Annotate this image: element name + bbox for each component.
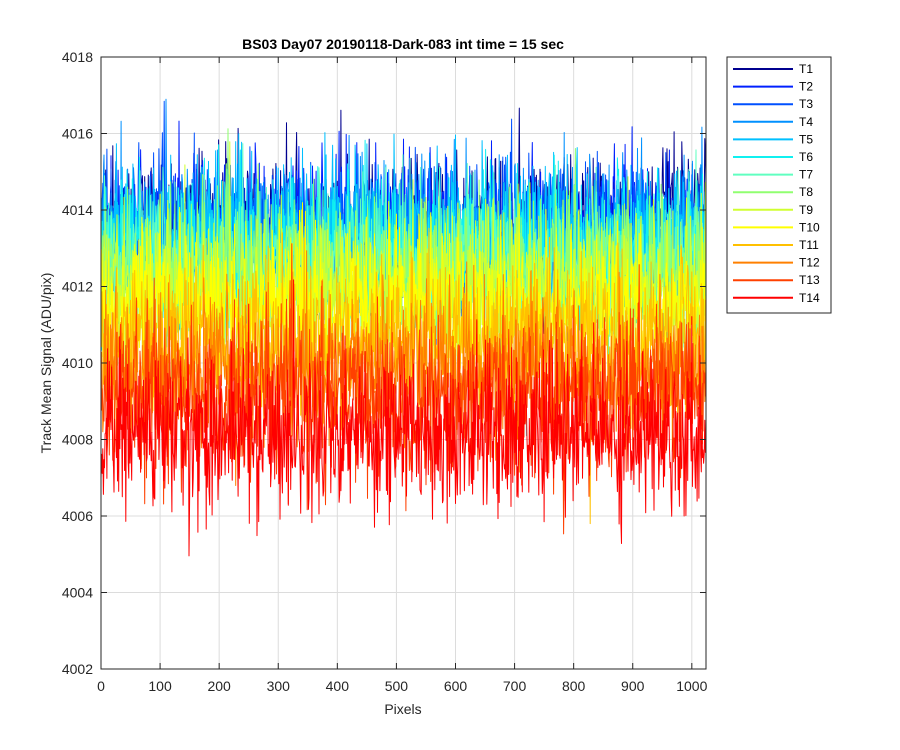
y-tick-label: 4018 [62, 49, 93, 65]
y-tick-label: 4002 [62, 661, 93, 677]
x-tick-label: 1000 [676, 678, 707, 694]
y-tick-label: 4012 [62, 279, 93, 295]
series-line-t14 [101, 279, 706, 557]
legend: T1 T2 T3 T4 T5 T6 T7 T8 T9 T10 T11 T12 T13 T14 [726, 56, 832, 314]
x-tick-label: 100 [148, 678, 172, 694]
y-tick-label: 4014 [62, 202, 93, 218]
x-tick-label: 400 [326, 678, 350, 694]
x-tick-label: 700 [503, 678, 527, 694]
x-tick-label: 200 [207, 678, 231, 694]
y-tick-label: 4008 [62, 432, 93, 448]
legend-label-t11: T11 [799, 238, 819, 252]
legend-label-t8: T8 [799, 185, 813, 199]
legend-box [726, 56, 832, 314]
chart-title: BS03 Day07 20190118-Dark-083 int time = … [242, 36, 564, 52]
series-line-t10 [101, 193, 706, 422]
x-tick-label: 500 [385, 678, 409, 694]
tick-marks [100, 56, 706, 670]
y-tick-labels: 4002 4004 4006 4008 4010 4012 4014 4016 4018 [62, 49, 93, 677]
y-axis-label: Track Mean Signal (ADU/pix) [38, 273, 54, 454]
x-tick-label: 0 [97, 678, 105, 694]
x-tick-label: 800 [562, 678, 586, 694]
legend-label-t2: T2 [799, 80, 813, 94]
legend-label-t9: T9 [799, 203, 813, 217]
legend-label-t10: T10 [799, 220, 820, 234]
x-tick-label: 900 [621, 678, 645, 694]
y-tick-label: 4016 [62, 126, 93, 142]
x-tick-label: 300 [267, 678, 291, 694]
series-layer [101, 98, 706, 557]
x-tick-labels: 0 100 200 300 400 500 600 700 800 900 1000 [97, 678, 707, 694]
legend-label-t5: T5 [799, 132, 813, 146]
x-tick-label: 600 [444, 678, 468, 694]
legend-label-t13: T13 [799, 273, 820, 287]
y-tick-label: 4004 [62, 585, 93, 601]
legend-label-t3: T3 [799, 97, 813, 111]
legend-label-t6: T6 [799, 150, 813, 164]
y-tick-label: 4010 [62, 355, 93, 371]
y-tick-label: 4006 [62, 508, 93, 524]
x-axis-label: Pixels [384, 701, 421, 717]
legend-label-t12: T12 [799, 256, 820, 270]
legend-label-t4: T4 [799, 115, 813, 129]
legend-label-t14: T14 [799, 291, 820, 305]
legend-label-t7: T7 [799, 168, 813, 182]
legend-label-t1: T1 [799, 62, 813, 76]
